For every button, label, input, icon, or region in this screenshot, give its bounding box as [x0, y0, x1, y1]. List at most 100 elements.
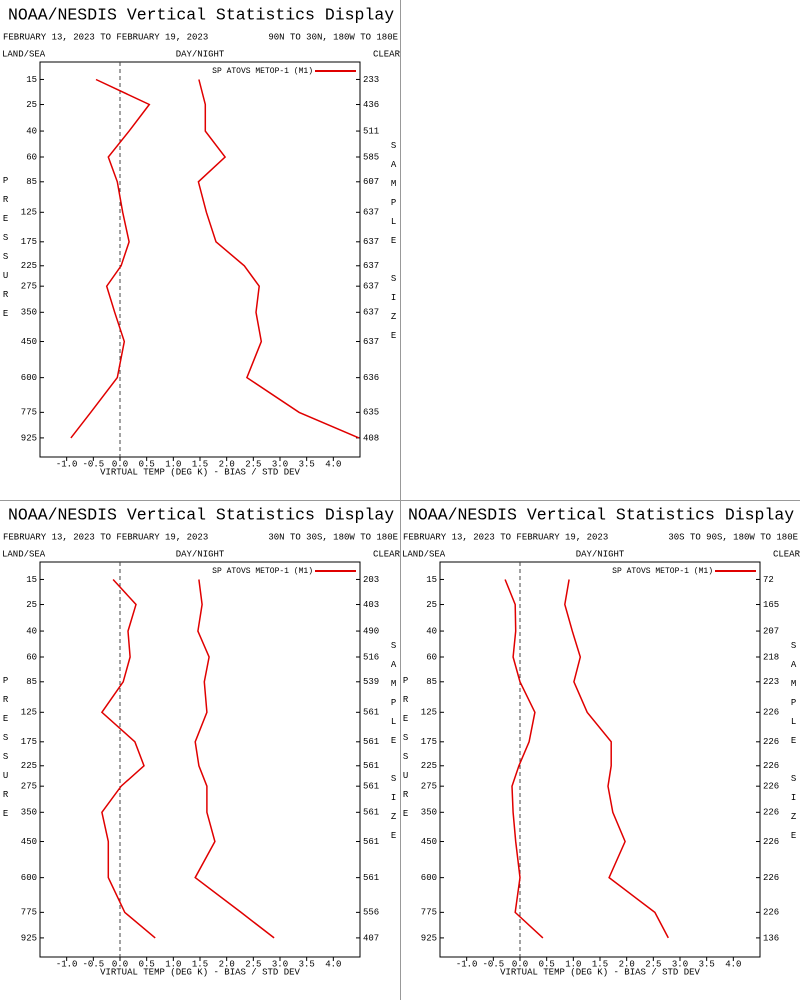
sample-size: 226 — [763, 808, 779, 818]
x-tick-label: 3.5 — [299, 459, 315, 469]
x-tick-label: 2.5 — [245, 459, 261, 469]
sample-size: 511 — [363, 126, 379, 136]
sample-size: 585 — [363, 152, 379, 162]
legend-label: SP ATOVS METOP-1 (M1) — [612, 567, 713, 576]
y-tick-label: 40 — [26, 126, 37, 136]
y-tick-label: 600 — [421, 873, 437, 883]
x-tick-label: 2.0 — [619, 959, 635, 969]
sample-size: 403 — [363, 600, 379, 610]
sample-size: 165 — [763, 600, 779, 610]
x-tick-label: 3.0 — [272, 459, 288, 469]
sample-size: 561 — [363, 873, 379, 883]
y-tick-label: 40 — [26, 626, 37, 636]
x-tick-label: 0.5 — [139, 959, 155, 969]
y-tick-label: 25 — [26, 600, 37, 610]
x-tick-label: 1.0 — [565, 959, 581, 969]
y-tick-label: 175 — [421, 737, 437, 747]
y-tick-label: 60 — [426, 652, 437, 662]
y-tick-label: 25 — [426, 600, 437, 610]
x-tick-label: 4.0 — [325, 959, 341, 969]
y-tick-label: 15 — [426, 575, 437, 585]
sample-size: 233 — [363, 75, 379, 85]
sample-size: 226 — [763, 708, 779, 718]
panel: NOAA/NESDIS Vertical Statistics Display F… — [401, 505, 800, 977]
y-tick-label: 125 — [421, 708, 437, 718]
date-range: FEBRUARY 13, 2023 TO FEBRUARY 19, 2023 — [3, 532, 208, 542]
y-tick-label: 275 — [21, 282, 37, 292]
x-tick-label: 1.5 — [592, 959, 608, 969]
y-tick-label: 225 — [21, 261, 37, 271]
sample-size: 635 — [363, 408, 379, 418]
y-tick-label: 775 — [21, 908, 37, 918]
y-tick-label: 925 — [21, 933, 37, 943]
x-tick-label: 2.5 — [645, 959, 661, 969]
y-tick-label: 85 — [26, 677, 37, 687]
clear: CLEAR — [373, 49, 401, 59]
bias-line — [70, 78, 151, 439]
sample-size: 637 — [363, 282, 379, 292]
y-tick-label: 175 — [21, 237, 37, 247]
x-tick-label: 1.5 — [192, 959, 208, 969]
sample-size: 207 — [763, 626, 779, 636]
sample-size: 539 — [363, 677, 379, 687]
sample-size: 561 — [363, 808, 379, 818]
sample-size: 561 — [363, 782, 379, 792]
sample-size: 226 — [763, 873, 779, 883]
y-tick-label: 600 — [21, 373, 37, 383]
y-tick-label: 60 — [26, 152, 37, 162]
bias-line — [504, 579, 544, 939]
sample-size: 226 — [763, 837, 779, 847]
land-sea: LAND/SEA — [2, 49, 46, 59]
x-tick-label: -0.5 — [83, 959, 105, 969]
sample-size: 607 — [363, 177, 379, 187]
x-tick-label: 4.0 — [725, 959, 741, 969]
y-tick-label: 225 — [21, 761, 37, 771]
y-tick-label: 450 — [421, 837, 437, 847]
x-tick-label: 2.0 — [219, 959, 235, 969]
std-dev-line — [564, 579, 669, 939]
x-tick-label: 2.0 — [219, 459, 235, 469]
y-tick-label: 925 — [21, 433, 37, 443]
title: NOAA/NESDIS Vertical Statistics Display — [8, 505, 394, 524]
sample-size: 637 — [363, 308, 379, 318]
region: 30N TO 30S, 180W TO 180E — [268, 532, 398, 542]
x-tick-label: 1.5 — [192, 459, 208, 469]
sample-size: 637 — [363, 337, 379, 347]
x-tick-label: -0.5 — [83, 459, 105, 469]
y-tick-label: 175 — [21, 737, 37, 747]
y-tick-label: 775 — [21, 408, 37, 418]
sample-size: 637 — [363, 208, 379, 218]
region: 30S TO 90S, 180W TO 180E — [668, 532, 798, 542]
x-tick-label: 0.0 — [112, 459, 128, 469]
sample-size: 637 — [363, 261, 379, 271]
x-axis-label: VIRTUAL TEMP (DEG K) - BIAS / STD DEV — [100, 467, 300, 477]
x-tick-label: 0.0 — [512, 959, 528, 969]
x-tick-label: -0.5 — [483, 959, 505, 969]
sample-size: 561 — [363, 761, 379, 771]
sample-size: 561 — [363, 837, 379, 847]
y-tick-label: 85 — [26, 177, 37, 187]
sample-size: 218 — [763, 652, 779, 662]
x-tick-label: 1.0 — [165, 459, 181, 469]
y2-axis-label: SAMPLE SIZE — [389, 641, 399, 850]
sample-size: 226 — [763, 737, 779, 747]
x-tick-label: 3.0 — [272, 959, 288, 969]
sample-size: 561 — [363, 737, 379, 747]
y-tick-label: 60 — [26, 652, 37, 662]
legend-label: SP ATOVS METOP-1 (M1) — [212, 67, 313, 76]
x-tick-label: 2.5 — [245, 959, 261, 969]
x-axis-label: VIRTUAL TEMP (DEG K) - BIAS / STD DEV — [100, 967, 300, 977]
y-tick-label: 25 — [26, 100, 37, 110]
sample-size: 136 — [763, 933, 779, 943]
y-tick-label: 450 — [21, 837, 37, 847]
y-tick-label: 350 — [21, 808, 37, 818]
sample-size: 561 — [363, 708, 379, 718]
y-tick-label: 350 — [21, 308, 37, 318]
sample-size: 636 — [363, 373, 379, 383]
x-tick-label: 1.0 — [165, 959, 181, 969]
y-tick-label: 275 — [21, 782, 37, 792]
y-tick-label: 125 — [21, 708, 37, 718]
y2-axis-label: SAMPLE SIZE — [789, 641, 799, 850]
land-sea: LAND/SEA — [402, 549, 446, 559]
